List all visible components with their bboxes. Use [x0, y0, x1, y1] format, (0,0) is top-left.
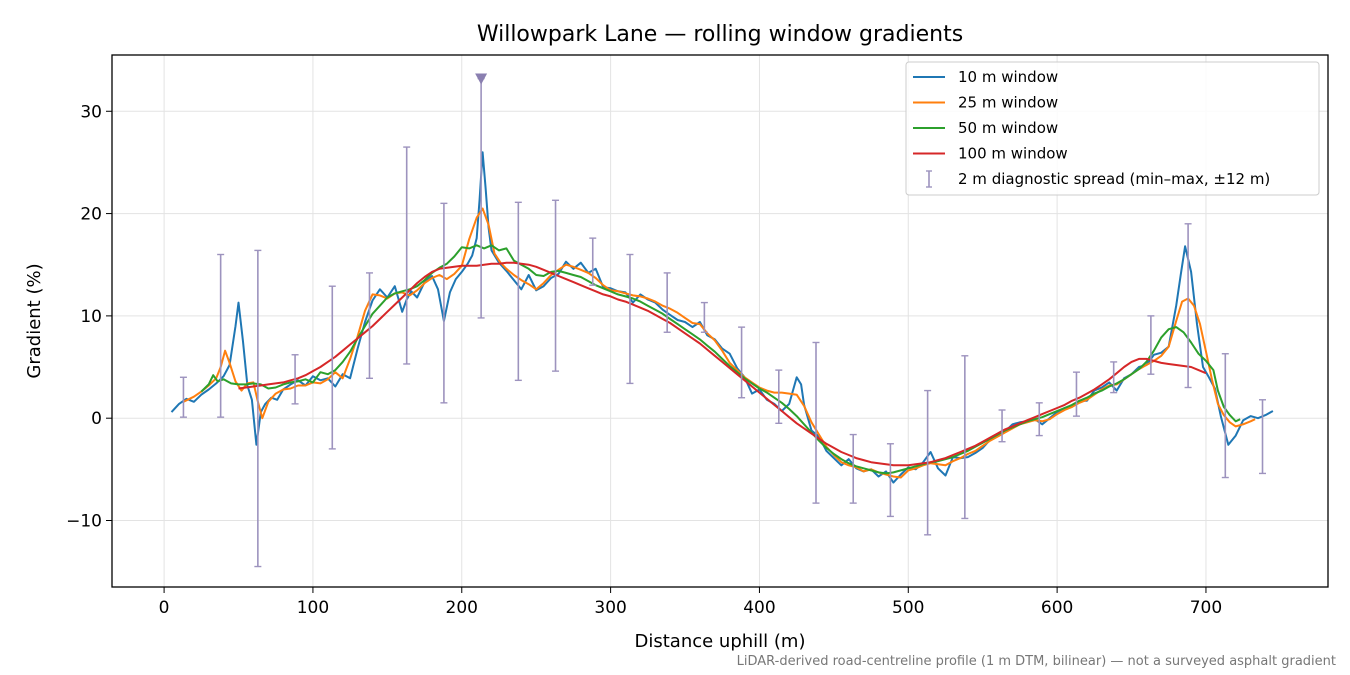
errorbar [589, 237, 597, 286]
series-line-1 [170, 151, 1274, 484]
legend-label: 10 m window [958, 68, 1058, 86]
errorbar [403, 146, 411, 365]
errorbar [328, 285, 336, 450]
series-line-3 [200, 244, 1241, 475]
errorbar [217, 253, 225, 418]
legend-box [905, 61, 1320, 196]
errorbar [700, 301, 708, 333]
legend: 10 m window 25 m window 50 m window 100 m w… [905, 61, 1320, 196]
y-axis-label: Gradient (%) [24, 263, 45, 378]
x-axis-label: Distance uphill (m) [635, 631, 806, 652]
x-tick-label: 400 [743, 598, 775, 618]
errorbar [1221, 353, 1229, 479]
errorbar [1147, 315, 1155, 375]
y-tick-label: 30 [80, 102, 102, 122]
errorbar [1072, 371, 1080, 417]
errorbar [1184, 223, 1192, 389]
y-tick-label: 10 [80, 307, 102, 327]
x-tick-label: 0 [159, 598, 170, 618]
errorbar [514, 201, 522, 382]
x-tick-label: 300 [594, 598, 626, 618]
errorbar [663, 272, 671, 333]
x-tick-label: 600 [1041, 598, 1073, 618]
errorbar [849, 433, 857, 504]
legend-label: 2 m diagnostic spread (min–max, ±12 m) [958, 170, 1270, 188]
legend-label: 25 m window [958, 94, 1058, 112]
clip-marker-triangle [475, 73, 488, 85]
chart-title: Willowpark Lane — rolling window gradien… [477, 22, 963, 47]
plot-frame [111, 54, 1329, 588]
y-tick-label: 0 [91, 409, 102, 429]
y-tick-label: −10 [66, 512, 102, 532]
errorbars [179, 73, 1267, 568]
legend-label: 50 m window [958, 119, 1058, 137]
errorbar [365, 272, 373, 379]
errorbar [961, 355, 969, 520]
errorbar [886, 443, 894, 518]
errorbar [254, 249, 262, 568]
x-tick-label: 500 [892, 598, 924, 618]
footnote: LiDAR-derived road-centreline profile (1… [737, 654, 1336, 669]
errorbar [738, 326, 746, 399]
series-lines [170, 151, 1274, 484]
y-tick-label: 20 [80, 205, 102, 225]
errorbar [924, 389, 932, 536]
y-axis-ticks: −10 0 10 20 30 [66, 102, 112, 532]
series-line-2 [182, 207, 1256, 479]
errorbar [552, 199, 560, 372]
x-tick-label: 200 [446, 598, 478, 618]
legend-label: 100 m window [958, 145, 1068, 163]
errorbar [1259, 399, 1267, 475]
errorbar [626, 253, 634, 385]
errorbar [179, 376, 187, 418]
x-tick-label: 700 [1190, 598, 1222, 618]
errorbar [440, 202, 448, 404]
x-tick-label: 100 [297, 598, 329, 618]
errorbar [998, 409, 1006, 443]
errorbar [291, 354, 299, 405]
errorbar [812, 341, 820, 504]
errorbar [1035, 402, 1043, 437]
errorbar [1110, 361, 1118, 394]
x-axis-ticks: 0 100 200 300 400 500 600 700 [159, 587, 1222, 618]
errorbar [775, 369, 783, 425]
series-line-4 [238, 261, 1207, 467]
